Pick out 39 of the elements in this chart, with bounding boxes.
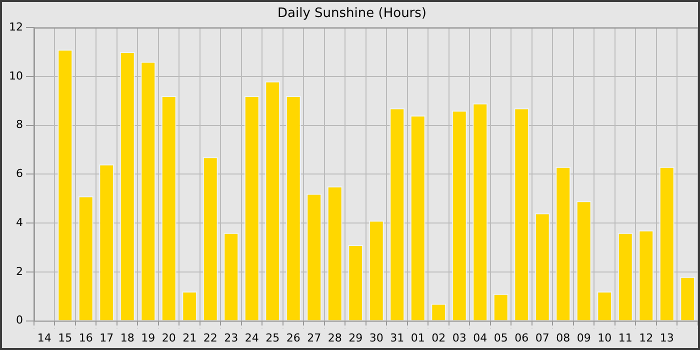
x-tick-label: 19 — [141, 331, 156, 344]
y-tick-label: 2 — [16, 264, 23, 278]
x-tick-label: 20 — [162, 331, 176, 344]
x-tick-label: 13 — [660, 331, 674, 344]
x-tick-label: 01 — [410, 331, 425, 344]
x-tick-label: 17 — [100, 331, 114, 344]
x-tick-label: 03 — [452, 331, 466, 344]
x-tick-label: 12 — [639, 331, 654, 344]
x-tick-label: 25 — [266, 331, 280, 344]
y-tick-label: 8 — [16, 118, 23, 132]
x-tick-label: 27 — [307, 331, 322, 344]
x-tick-label: 09 — [576, 331, 591, 344]
x-tick-label: 21 — [182, 331, 197, 344]
x-tick-label: 23 — [224, 331, 238, 344]
x-tick-label: 15 — [58, 331, 72, 344]
x-tick-label: 02 — [432, 331, 446, 344]
x-tick-label: 29 — [348, 331, 363, 344]
x-tick-label: 14 — [37, 331, 52, 344]
x-tick-label: 28 — [328, 331, 342, 344]
x-tick-label: 07 — [535, 331, 550, 344]
y-tick-label: 4 — [16, 216, 23, 229]
x-tick-label: 22 — [203, 331, 218, 344]
y-tick-label: 10 — [8, 69, 23, 82]
x-tick-label: 04 — [473, 331, 488, 344]
x-tick-label: 06 — [514, 331, 529, 344]
x-tick-label: 18 — [120, 331, 134, 344]
x-tick-label: 10 — [598, 331, 612, 344]
x-tick-label: 16 — [78, 331, 93, 344]
chart-title: Daily Sunshine (Hours) — [278, 6, 426, 22]
y-tick-label: 6 — [16, 167, 23, 180]
x-tick-label: 11 — [618, 331, 632, 344]
x-tick-label: 08 — [556, 331, 570, 344]
x-tick-label: 31 — [390, 331, 404, 344]
y-tick-label: 12 — [8, 20, 23, 34]
x-tick-label: 30 — [369, 331, 384, 344]
x-tick-label: 26 — [286, 331, 300, 344]
y-tick-label: 0 — [16, 314, 23, 327]
x-tick-label: 24 — [244, 331, 259, 344]
x-tick-label: 05 — [494, 331, 508, 344]
